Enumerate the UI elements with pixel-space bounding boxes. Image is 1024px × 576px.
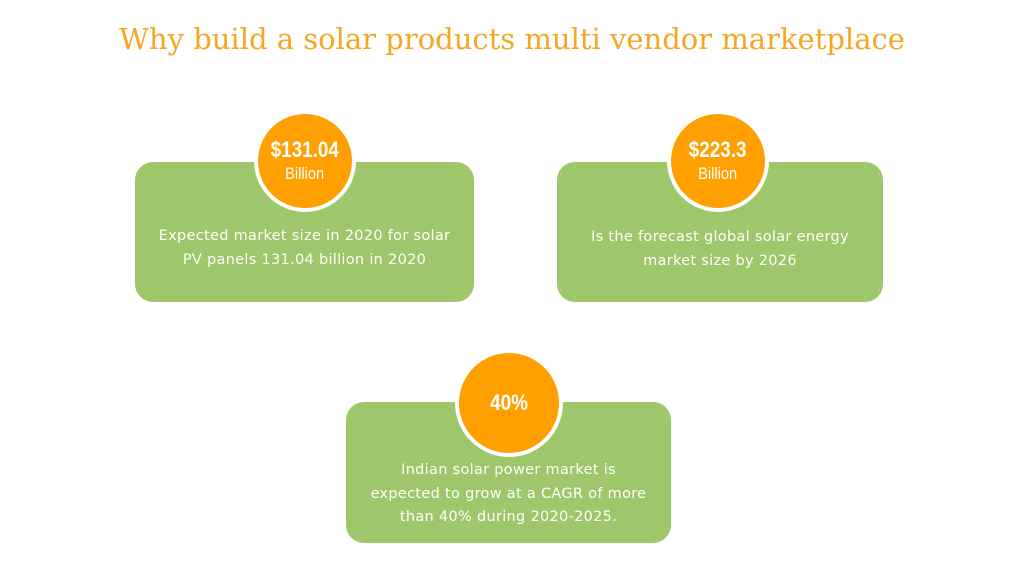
slide-title: Why build a solar products multi vendor … bbox=[119, 22, 905, 56]
stat-description-line: than 40% during 2020-2025. bbox=[399, 509, 618, 525]
stat-description: Is the forecast global solar energy mark… bbox=[557, 226, 883, 273]
stat-description-line: PV panels 131.04 billion in 2020 bbox=[182, 251, 427, 268]
stat-card-forecast-2026: Is the forecast global solar energy mark… bbox=[557, 162, 883, 302]
stat-value: 40% bbox=[490, 390, 528, 415]
stat-description: Expected market size in 2020 for solar P… bbox=[135, 225, 474, 272]
stat-value: $223.3 bbox=[689, 137, 747, 162]
stat-description-line: Is the forecast global solar energy bbox=[591, 229, 849, 245]
stat-unit: Billion bbox=[285, 164, 325, 183]
stat-description-line: market size by 2026 bbox=[643, 252, 797, 269]
stat-unit: Billion bbox=[698, 164, 738, 183]
stat-badge: $131.04 Billion bbox=[254, 110, 356, 212]
stat-description-line: expected to grow at a CAGR of more bbox=[370, 485, 647, 502]
stat-description-line: Indian solar power market is bbox=[401, 462, 616, 478]
stat-value: $131.04 bbox=[270, 137, 340, 162]
stat-badge: 40% bbox=[455, 349, 563, 457]
stat-description: Indian solar power market is expected to… bbox=[346, 459, 671, 530]
stat-description-line: Expected market size in 2020 for solar bbox=[158, 228, 451, 244]
stat-badge: $223.3 Billion bbox=[667, 110, 769, 212]
